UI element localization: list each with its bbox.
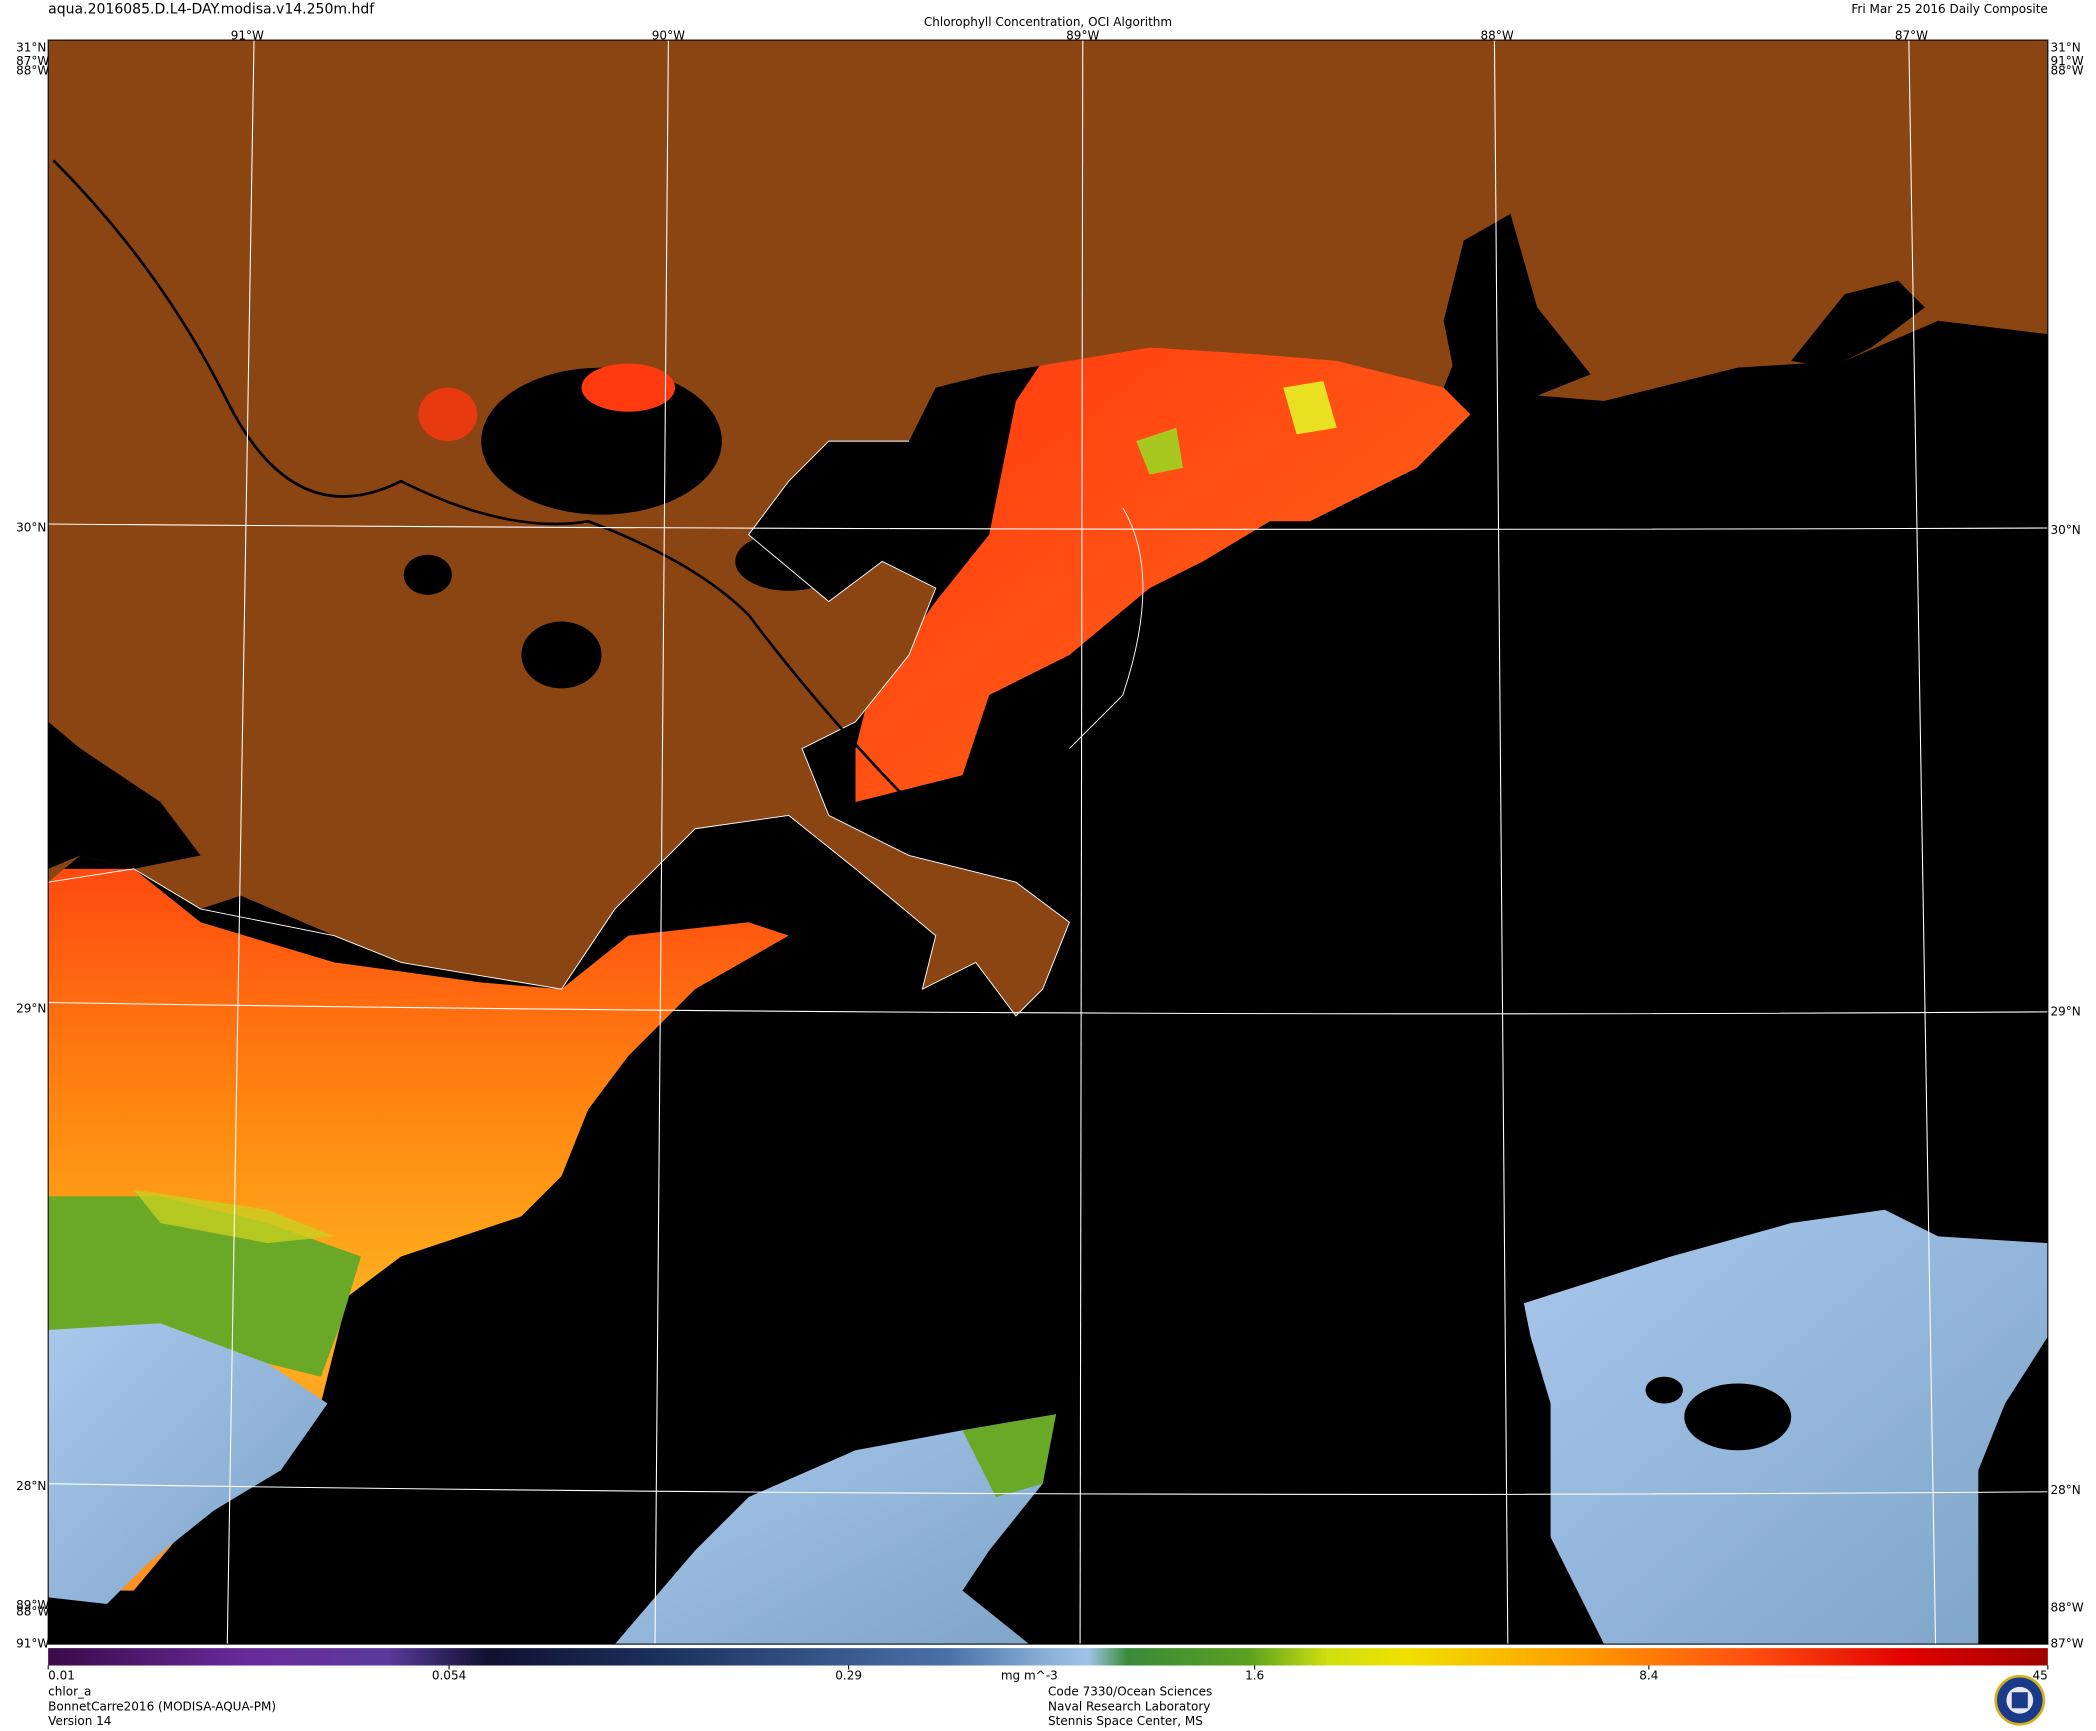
colorbar: mg m^-3 0.01 0.054 0.29 1.6 8.4 45: [47, 1648, 2049, 1683]
lake: [403, 554, 452, 595]
lat-label: 29°N: [16, 1002, 46, 1016]
corner-label: 87°W: [2051, 1637, 2084, 1651]
lon-label: 88°W: [1481, 29, 1514, 43]
lat-label: 29°N: [2051, 1004, 2081, 1018]
corner-label: 91°W: [16, 1637, 49, 1651]
map: [47, 39, 2049, 1645]
corner-label: 88°W: [2051, 1601, 2084, 1615]
map-frame: [47, 39, 2049, 1645]
lon-label: 89°W: [1066, 29, 1099, 43]
bay: [48, 721, 201, 869]
colorbar-gradient: [48, 1648, 2048, 1666]
lat-label: 28°N: [2051, 1483, 2081, 1497]
blue-water-west: [48, 1323, 328, 1605]
lat-label: 31°N: [16, 41, 46, 55]
lon-label: 91°W: [231, 29, 264, 43]
grid-line: [1493, 40, 1509, 1645]
footer-left: Version 14: [48, 1714, 111, 1728]
coastline: [1069, 507, 1144, 749]
title: Chlorophyll Concentration, OCI Algorithm: [924, 15, 1172, 29]
yellow-patch: [1283, 380, 1337, 435]
logo: [1994, 1674, 2046, 1726]
grid-line: [654, 40, 669, 1645]
footer-center: Naval Research Laboratory: [1048, 1699, 1210, 1713]
colorbar-tick-label: 8.4: [1639, 1669, 1658, 1683]
lat-label: 30°N: [16, 520, 46, 534]
colorbar-tick-label: 0.054: [432, 1669, 466, 1683]
lon-label: 90°W: [652, 29, 685, 43]
eddy: [1645, 1376, 1683, 1404]
grid-line: [48, 1001, 2048, 1015]
corner-label: 87°W: [16, 54, 49, 68]
green-edge: [962, 1414, 1057, 1498]
green-patch: [1136, 427, 1184, 475]
colorbar-tick-label: 45: [2033, 1669, 2048, 1683]
land: [48, 40, 2048, 1016]
lat-label: 28°N: [16, 1479, 46, 1493]
bay: [1791, 280, 1925, 368]
corner-label: 88°W: [2051, 63, 2084, 77]
bay: [1443, 213, 1591, 402]
footer-left: chlor_a: [48, 1685, 91, 1699]
grid-line: [48, 523, 2048, 530]
colorbar-unit: mg m^-3: [1001, 1669, 1058, 1683]
corner-label: 91°W: [2051, 54, 2084, 68]
lat-label: 31°N: [2051, 41, 2081, 55]
coastline: [48, 440, 1070, 1017]
river: [52, 159, 937, 830]
footer-left: BonnetCarre2016 (MODISA-AQUA-PM): [48, 1699, 276, 1713]
corner-label: 88°W: [16, 63, 49, 77]
lat-label: 30°N: [2051, 523, 2081, 537]
plume-east: [855, 347, 1471, 803]
grid-line: [1908, 40, 1937, 1645]
footer-center: Code 7330/Ocean Sciences: [1048, 1685, 1212, 1699]
corner-label: 89°W: [16, 1598, 49, 1612]
date: Fri Mar 25 2016 Daily Composite: [1851, 2, 2047, 16]
filename: aqua.2016085.D.L4-DAY.modisa.v14.250m.hd…: [48, 1, 375, 17]
lake: [735, 531, 843, 591]
lake-bloom: [581, 363, 676, 412]
footer-center: Stennis Space Center, MS: [1048, 1714, 1203, 1728]
grid-line: [226, 40, 255, 1645]
grid-line: [1079, 40, 1084, 1645]
lake: [521, 621, 602, 689]
grid-line: [48, 1483, 2048, 1495]
colorbar-tick-label: 0.29: [835, 1669, 862, 1683]
eddy: [1684, 1383, 1792, 1451]
corner-label: 88°W: [16, 1605, 49, 1619]
colorbar-tick-label: 1.6: [1245, 1669, 1264, 1683]
lake-bloom: [418, 387, 478, 442]
colorbar-tick-label: 0.01: [48, 1669, 75, 1683]
lon-label: 87°W: [1895, 29, 1928, 43]
blue-water-south: [614, 1414, 1057, 1645]
